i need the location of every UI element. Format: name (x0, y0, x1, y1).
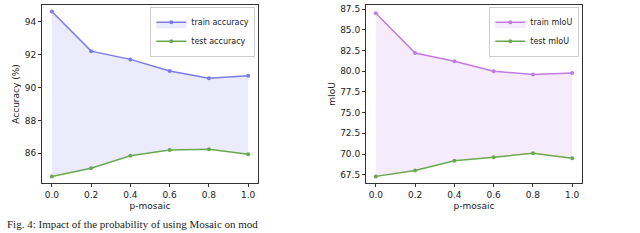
svg-text:test accuracy: test accuracy (191, 37, 245, 46)
svg-text:mIoU: mIoU (327, 82, 337, 106)
svg-text:77.5: 77.5 (340, 87, 360, 97)
svg-text:p-mosaic: p-mosaic (454, 201, 495, 211)
svg-text:train mIoU: train mIoU (530, 18, 572, 27)
svg-text:72.5: 72.5 (340, 128, 360, 138)
svg-text:67.5: 67.5 (340, 170, 360, 180)
svg-text:85.0: 85.0 (340, 25, 360, 35)
svg-text:1.0: 1.0 (565, 190, 580, 200)
svg-text:92: 92 (25, 50, 36, 60)
svg-text:75.0: 75.0 (340, 108, 360, 118)
svg-text:0.8: 0.8 (526, 190, 541, 200)
svg-text:70.0: 70.0 (340, 149, 360, 159)
svg-text:Accuracy (%): Accuracy (%) (11, 64, 21, 124)
svg-text:0.2: 0.2 (84, 190, 98, 200)
svg-text:0.6: 0.6 (162, 190, 177, 200)
svg-text:0.4: 0.4 (123, 190, 138, 200)
svg-text:0.8: 0.8 (202, 190, 217, 200)
svg-text:0.4: 0.4 (447, 190, 462, 200)
svg-text:Fig. 4: Impact of the probabil: Fig. 4: Impact of the probability of usi… (7, 218, 258, 230)
svg-text:0.2: 0.2 (408, 190, 422, 200)
svg-text:80.0: 80.0 (340, 66, 360, 76)
svg-text:87.5: 87.5 (340, 4, 360, 14)
svg-text:0.0: 0.0 (45, 190, 60, 200)
svg-text:train accuracy: train accuracy (191, 18, 249, 27)
svg-text:p-mosaic: p-mosaic (130, 201, 171, 211)
svg-text:94: 94 (25, 17, 37, 27)
svg-text:82.5: 82.5 (340, 46, 360, 56)
svg-text:88: 88 (25, 116, 37, 126)
svg-text:86: 86 (25, 148, 37, 158)
svg-text:0.0: 0.0 (369, 190, 384, 200)
svg-text:1.0: 1.0 (241, 190, 256, 200)
svg-text:0.6: 0.6 (486, 190, 501, 200)
svg-text:90: 90 (25, 83, 37, 93)
svg-text:test mIoU: test mIoU (530, 37, 569, 46)
